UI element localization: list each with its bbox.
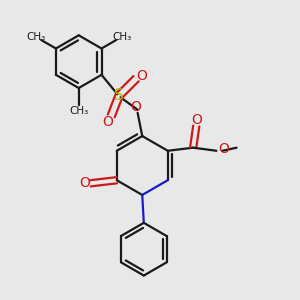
Text: O: O — [218, 142, 229, 156]
Text: O: O — [136, 69, 147, 83]
Text: O: O — [191, 113, 202, 127]
Text: CH₃: CH₃ — [26, 32, 45, 42]
Text: CH₃: CH₃ — [112, 32, 131, 42]
Text: S: S — [114, 88, 124, 103]
Text: O: O — [130, 100, 142, 114]
Text: O: O — [80, 176, 90, 190]
Text: CH₃: CH₃ — [69, 106, 88, 116]
Text: O: O — [102, 115, 113, 129]
